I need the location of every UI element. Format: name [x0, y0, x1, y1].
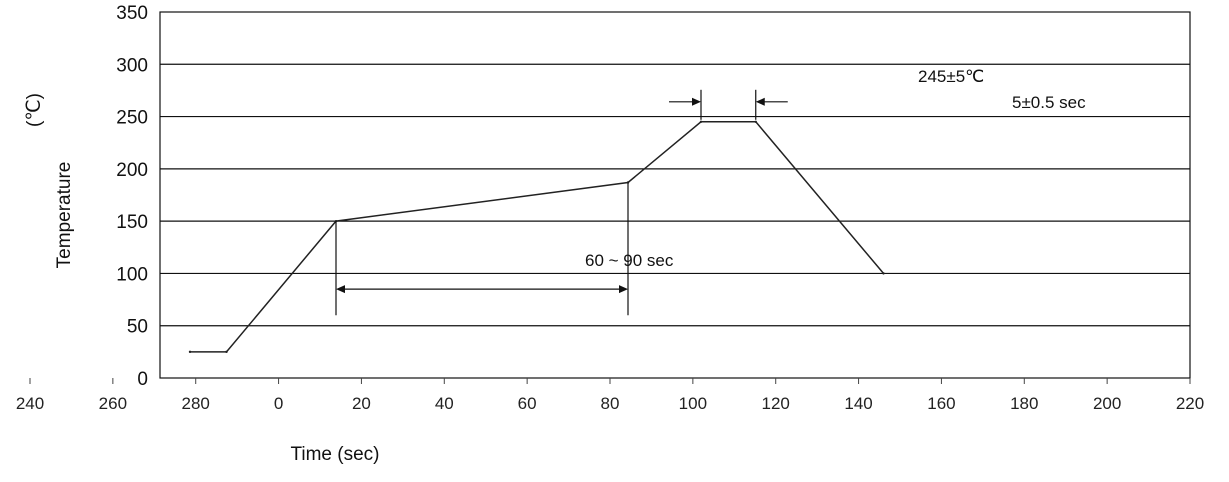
y-tick-label: 100	[116, 264, 148, 285]
plot-frame	[159, 11, 1191, 379]
soak-arrow-left	[336, 285, 345, 294]
series-point-6	[882, 272, 885, 275]
x-tick-label: 100	[679, 394, 707, 413]
y-tick-label: 50	[127, 317, 148, 338]
y-tick-label: 150	[116, 212, 148, 233]
x-tick-label: 260	[99, 394, 127, 413]
x-tick-label: 220	[1176, 394, 1204, 413]
peak-temp-annotation: 245±5℃	[918, 67, 984, 86]
y-tick-label: 300	[116, 55, 148, 76]
annotations: 245±5℃ 5±0.5 sec 60 ~ 90 sec	[335, 67, 1086, 316]
y-axis-unit: (℃)	[24, 93, 45, 127]
y-tick-label: 0	[137, 369, 148, 390]
x-tick-label: 160	[927, 394, 955, 413]
x-tick-label: 240	[16, 394, 44, 413]
x-tick-label: 280	[182, 394, 210, 413]
soak-arrow-right	[619, 285, 628, 294]
x-tick-label: 180	[1010, 394, 1038, 413]
y-tick-label: 350	[116, 3, 148, 24]
x-tick-label: 20	[352, 394, 371, 413]
series-point-4	[699, 120, 703, 124]
peak-time-annotation: 5±0.5 sec	[1012, 93, 1086, 112]
peak-arrow-left	[692, 97, 701, 106]
x-tick-label: 80	[601, 394, 620, 413]
series-point-5	[754, 120, 757, 124]
annotation-markers	[335, 89, 788, 316]
series-point-0	[188, 350, 192, 354]
x-tick-labels: 240 260 280 0 20 40 60 80 100 120 140 160 180 200 220	[16, 378, 1204, 413]
series-point-1	[225, 350, 228, 354]
y-tick-labels: 0 50 100 150 200 250 300 350	[116, 3, 148, 390]
peak-arrow-right	[755, 97, 765, 106]
x-axis-label: Time (sec)	[290, 444, 379, 465]
y-tick-label: 200	[116, 160, 148, 181]
x-tick-label: 0	[274, 394, 283, 413]
y-tick-label: 250	[116, 108, 148, 129]
x-tick-label: 200	[1093, 394, 1121, 413]
x-tick-label: 40	[435, 394, 454, 413]
x-tick-label: 120	[762, 394, 790, 413]
y-axis-label: Temperature	[54, 162, 75, 269]
x-tick-label: 60	[518, 394, 537, 413]
soak-time-annotation: 60 ~ 90 sec	[585, 251, 674, 270]
series-line-0	[190, 121, 885, 353]
temperature-profile	[188, 120, 885, 354]
x-tick-label: 140	[844, 394, 872, 413]
gridlines	[159, 11, 1191, 379]
